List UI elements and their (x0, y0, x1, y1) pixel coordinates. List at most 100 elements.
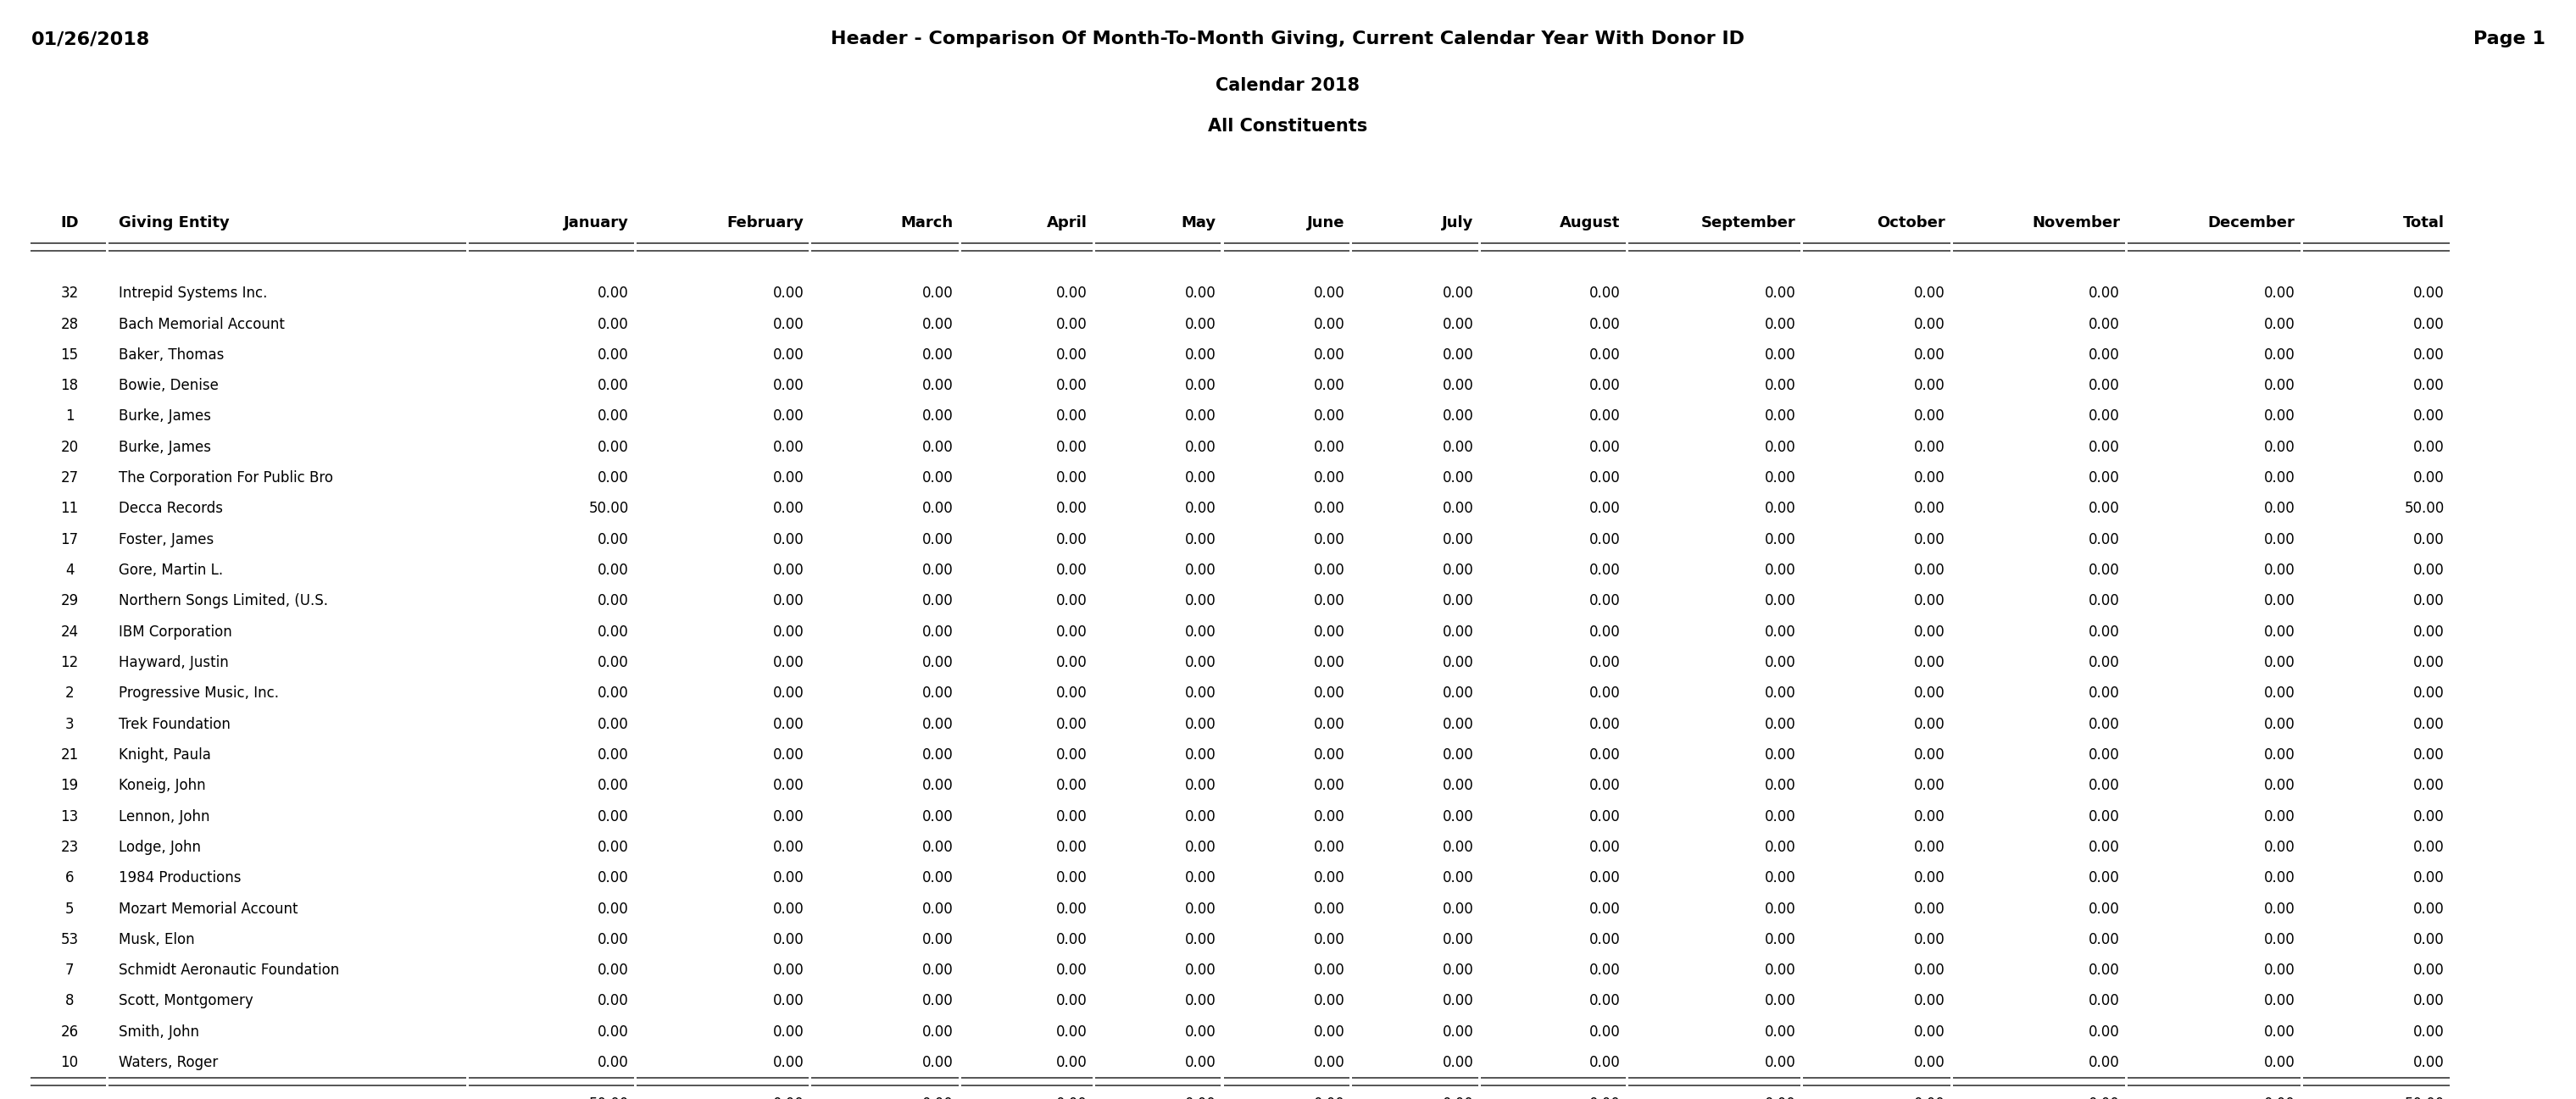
Text: 0.00: 0.00 (922, 1024, 953, 1040)
Text: 0.00: 0.00 (1914, 563, 1945, 578)
Text: 0.00: 0.00 (1314, 993, 1345, 1009)
Text: 0.00: 0.00 (1056, 286, 1087, 301)
Text: 0.00: 0.00 (922, 993, 953, 1009)
Text: 0.00: 0.00 (1314, 901, 1345, 917)
Text: 0.00: 0.00 (2089, 1024, 2120, 1040)
Text: 0.00: 0.00 (2264, 593, 2295, 609)
Text: 0.00: 0.00 (1765, 440, 1795, 455)
Text: 0.00: 0.00 (773, 963, 804, 978)
Text: Baker, Thomas: Baker, Thomas (118, 347, 224, 363)
Text: 0.00: 0.00 (2264, 624, 2295, 640)
Text: 0.00: 0.00 (922, 624, 953, 640)
Text: 0.00: 0.00 (1914, 1024, 1945, 1040)
Text: 50.00: 50.00 (2403, 501, 2445, 517)
Text: 0.00: 0.00 (1056, 440, 1087, 455)
Text: 0.00: 0.00 (1589, 286, 1620, 301)
Text: 0.00: 0.00 (2264, 1097, 2295, 1099)
Text: 0.00: 0.00 (1589, 1097, 1620, 1099)
Text: 0.00: 0.00 (1914, 717, 1945, 732)
Text: 0.00: 0.00 (2414, 286, 2445, 301)
Text: 0.00: 0.00 (1765, 809, 1795, 824)
Text: 0.00: 0.00 (922, 809, 953, 824)
Text: 0.00: 0.00 (1589, 440, 1620, 455)
Text: 0.00: 0.00 (922, 378, 953, 393)
Text: 26: 26 (62, 1024, 77, 1040)
Text: 0.00: 0.00 (598, 1024, 629, 1040)
Text: 0.00: 0.00 (1185, 1097, 1216, 1099)
Text: 0.00: 0.00 (1443, 501, 1473, 517)
Text: 0.00: 0.00 (598, 470, 629, 486)
Text: 0.00: 0.00 (1914, 686, 1945, 701)
Text: 0.00: 0.00 (1056, 1097, 1087, 1099)
Text: 29: 29 (62, 593, 77, 609)
Text: 0.00: 0.00 (1185, 409, 1216, 424)
Text: 0.00: 0.00 (922, 778, 953, 793)
Text: 0.00: 0.00 (1056, 747, 1087, 763)
Text: 0.00: 0.00 (1765, 717, 1795, 732)
Text: 0.00: 0.00 (2264, 809, 2295, 824)
Text: 0.00: 0.00 (922, 655, 953, 670)
Text: 0.00: 0.00 (598, 286, 629, 301)
Text: 0.00: 0.00 (1185, 778, 1216, 793)
Text: 0.00: 0.00 (1314, 563, 1345, 578)
Text: 0.00: 0.00 (2414, 593, 2445, 609)
Text: 0.00: 0.00 (2264, 932, 2295, 947)
Text: 0.00: 0.00 (1765, 501, 1795, 517)
Text: 0.00: 0.00 (2089, 809, 2120, 824)
Text: 0.00: 0.00 (1589, 593, 1620, 609)
Text: 0.00: 0.00 (1765, 409, 1795, 424)
Text: 0.00: 0.00 (1589, 778, 1620, 793)
Text: 0.00: 0.00 (598, 840, 629, 855)
Text: 0.00: 0.00 (1314, 1024, 1345, 1040)
Text: 0.00: 0.00 (1185, 901, 1216, 917)
Text: 0.00: 0.00 (1443, 440, 1473, 455)
Text: 0.00: 0.00 (1056, 655, 1087, 670)
Text: 53: 53 (62, 932, 77, 947)
Text: 0.00: 0.00 (1056, 378, 1087, 393)
Text: 19: 19 (62, 778, 77, 793)
Text: 0.00: 0.00 (1185, 932, 1216, 947)
Text: 0.00: 0.00 (1914, 932, 1945, 947)
Text: Intrepid Systems Inc.: Intrepid Systems Inc. (118, 286, 268, 301)
Text: 0.00: 0.00 (1314, 317, 1345, 332)
Text: Foster, James: Foster, James (118, 532, 214, 547)
Text: 0.00: 0.00 (1443, 901, 1473, 917)
Text: 0.00: 0.00 (2264, 993, 2295, 1009)
Text: 0.00: 0.00 (1314, 593, 1345, 609)
Text: 0.00: 0.00 (598, 532, 629, 547)
Text: 0.00: 0.00 (2264, 347, 2295, 363)
Text: 0.00: 0.00 (1443, 470, 1473, 486)
Text: 0.00: 0.00 (1765, 624, 1795, 640)
Text: 8: 8 (64, 993, 75, 1009)
Text: 0.00: 0.00 (1314, 686, 1345, 701)
Text: 0.00: 0.00 (922, 563, 953, 578)
Text: 0.00: 0.00 (2264, 1055, 2295, 1070)
Text: 0.00: 0.00 (1589, 686, 1620, 701)
Text: 0.00: 0.00 (598, 993, 629, 1009)
Text: 50.00: 50.00 (587, 1097, 629, 1099)
Text: 0.00: 0.00 (1314, 347, 1345, 363)
Text: 0.00: 0.00 (2089, 840, 2120, 855)
Text: 0.00: 0.00 (1589, 624, 1620, 640)
Text: 0.00: 0.00 (2264, 840, 2295, 855)
Text: 0.00: 0.00 (1056, 317, 1087, 332)
Text: 0.00: 0.00 (2264, 747, 2295, 763)
Text: 0.00: 0.00 (1914, 317, 1945, 332)
Text: 0.00: 0.00 (1443, 778, 1473, 793)
Text: 0.00: 0.00 (2089, 932, 2120, 947)
Text: 0.00: 0.00 (773, 409, 804, 424)
Text: 0.00: 0.00 (1589, 993, 1620, 1009)
Text: The Corporation For Public Bro: The Corporation For Public Bro (118, 470, 332, 486)
Text: 0.00: 0.00 (2264, 717, 2295, 732)
Text: 0.00: 0.00 (1443, 840, 1473, 855)
Text: 0.00: 0.00 (773, 870, 804, 886)
Text: Scott, Montgomery: Scott, Montgomery (118, 993, 252, 1009)
Text: 0.00: 0.00 (2089, 963, 2120, 978)
Text: 0.00: 0.00 (773, 470, 804, 486)
Text: 3: 3 (64, 717, 75, 732)
Text: 0.00: 0.00 (2264, 870, 2295, 886)
Text: 0.00: 0.00 (1589, 532, 1620, 547)
Text: 0.00: 0.00 (1056, 963, 1087, 978)
Text: 0.00: 0.00 (2089, 501, 2120, 517)
Text: Total: Total (2403, 215, 2445, 231)
